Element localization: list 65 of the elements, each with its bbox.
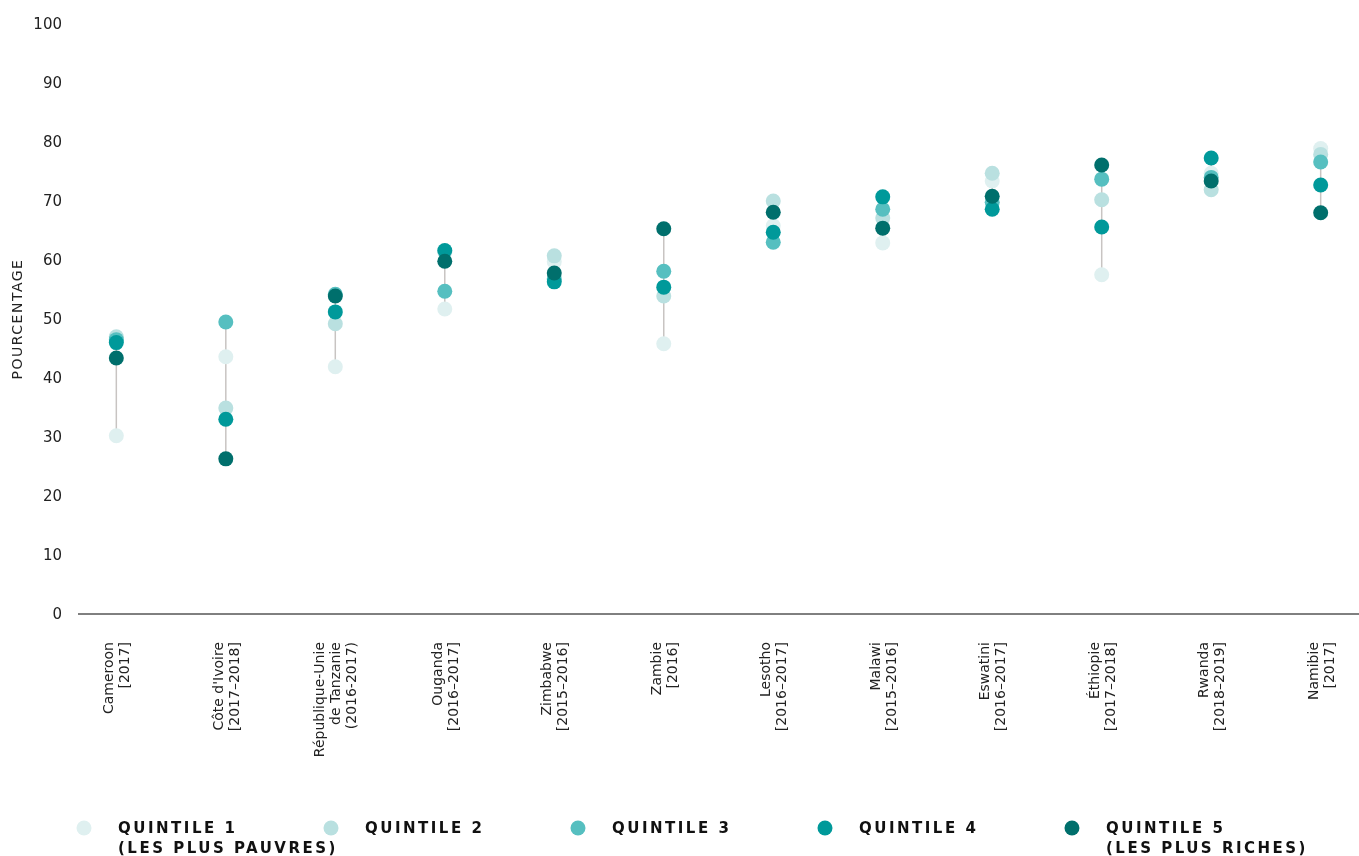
- x-tick-label: Eswatini [2016–2017]: [976, 642, 1009, 732]
- legend-label: QUINTILE 2: [364, 819, 485, 837]
- point: [656, 279, 672, 295]
- y-axis-title: POURCENTAGE: [9, 258, 25, 380]
- legend-label: QUINTILE 3: [611, 819, 732, 837]
- point: [327, 304, 343, 320]
- point: [984, 201, 1000, 217]
- y-tick-label: 10: [42, 546, 62, 565]
- point: [218, 451, 234, 467]
- point: [984, 165, 1000, 181]
- point: [1313, 177, 1329, 193]
- point: [1094, 157, 1110, 173]
- point: [1094, 171, 1110, 187]
- x-tick-label: Ouganda [2016–2017]: [428, 642, 461, 732]
- point: [875, 201, 891, 217]
- y-tick-label: 80: [42, 133, 62, 152]
- y-tick-label: 50: [42, 310, 62, 329]
- point: [546, 265, 562, 281]
- point: [765, 204, 781, 220]
- x-tick-label: Éthiopie [2017–2018]: [1085, 642, 1118, 732]
- point: [1203, 150, 1219, 166]
- point: [327, 359, 343, 375]
- y-tick-label: 60: [42, 251, 62, 270]
- point: [875, 235, 891, 251]
- point: [1094, 192, 1110, 208]
- x-tick-label: Malawi [2015–2016]: [866, 642, 899, 732]
- point: [875, 189, 891, 205]
- legend-label: QUINTILE 5 (LES PLUS RICHES): [1105, 819, 1308, 856]
- x-tick-label: Zambie [2016]: [647, 642, 680, 696]
- point: [1094, 219, 1110, 235]
- point: [108, 350, 124, 366]
- point: [546, 248, 562, 264]
- y-tick-label: 30: [42, 428, 62, 447]
- point: [1313, 205, 1329, 221]
- x-tick-label: Rwanda [2018–2019]: [1195, 642, 1228, 732]
- x-tick-label: Côte d'Ivoire [2017–2018]: [209, 642, 242, 732]
- point: [437, 283, 453, 299]
- point: [218, 314, 234, 330]
- point: [656, 336, 672, 352]
- y-tick-label: 90: [42, 74, 62, 93]
- point: [1313, 154, 1329, 170]
- y-tick-label: 40: [42, 369, 62, 388]
- point: [765, 224, 781, 240]
- point: [1203, 173, 1219, 189]
- point: [656, 263, 672, 279]
- x-tick-label: Lesotho [2016–2017]: [757, 642, 790, 732]
- point: [218, 411, 234, 427]
- y-tick-label: 20: [42, 487, 62, 506]
- legend-label: QUINTILE 1 (LES PLUS PAUVRES): [118, 819, 338, 856]
- point: [108, 428, 124, 444]
- y-tick-label: 70: [42, 192, 62, 211]
- point: [437, 253, 453, 269]
- x-tick-label: République-Unie de Tanzanie (2016-2017): [311, 642, 360, 758]
- x-tick-label: Zimbabwe [2015–2016]: [538, 642, 571, 732]
- legend-label: QUINTILE 4: [858, 819, 979, 837]
- x-tick-label: Namibie [2017]: [1304, 642, 1337, 700]
- point: [984, 188, 1000, 204]
- point: [437, 301, 453, 317]
- point: [875, 220, 891, 236]
- point: [218, 349, 234, 365]
- point: [1094, 267, 1110, 283]
- y-tick-label: 0: [52, 605, 62, 624]
- point: [656, 221, 672, 237]
- y-tick-label: 100: [33, 15, 62, 34]
- x-tick-label: Cameroon [2017]: [100, 642, 133, 715]
